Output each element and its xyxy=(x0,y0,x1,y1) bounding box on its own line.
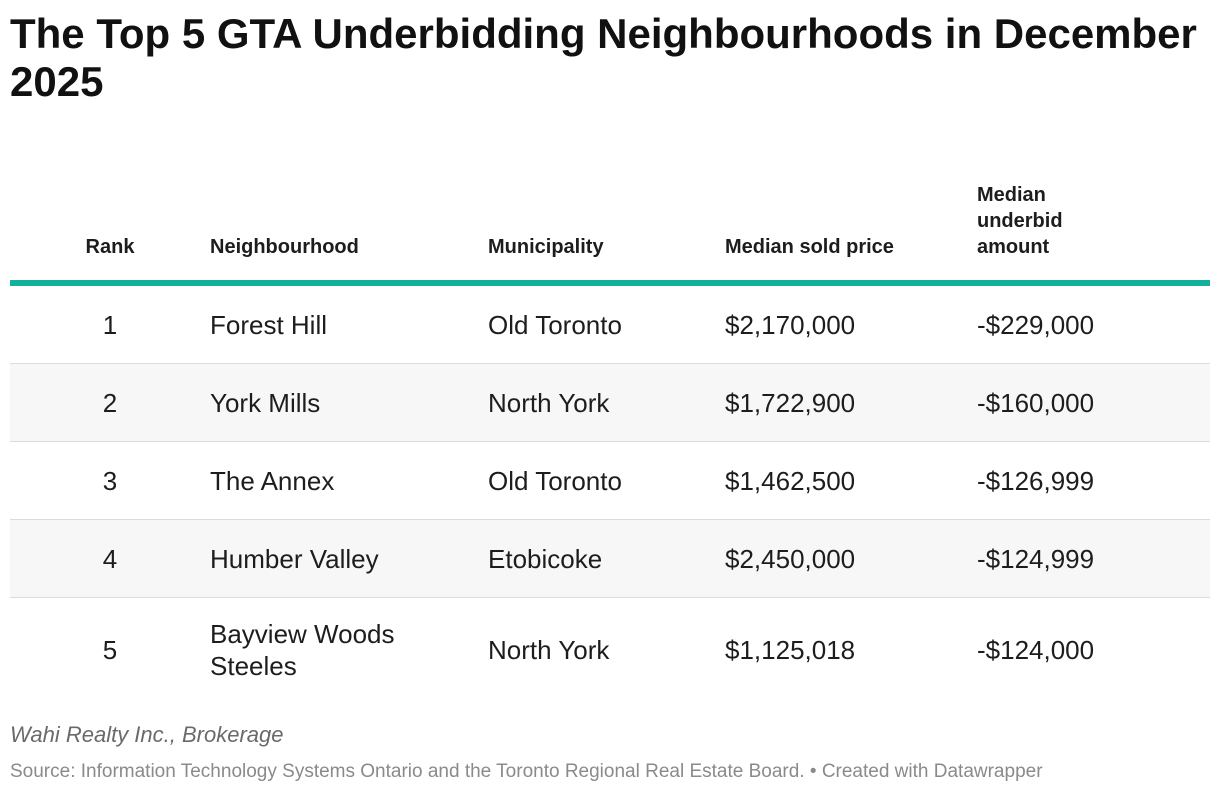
cell-municipality: Old Toronto xyxy=(488,441,725,520)
chart-title: The Top 5 GTA Underbidding Neighbourhood… xyxy=(10,10,1197,105)
cell-median-underbid-amount: -$229,000 xyxy=(977,283,1210,364)
table-row: 4 Humber Valley Etobicoke $2,450,000 -$1… xyxy=(10,519,1210,598)
cell-median-sold-price: $1,722,900 xyxy=(725,363,977,442)
data-table: Rank Neighbourhood Municipality Median s… xyxy=(10,162,1210,702)
column-header-municipality: Municipality xyxy=(488,162,725,286)
cell-median-sold-price: $1,462,500 xyxy=(725,441,977,520)
table-row: 1 Forest Hill Old Toronto $2,170,000 -$2… xyxy=(10,283,1210,364)
cell-neighbourhood: Forest Hill xyxy=(210,283,488,364)
cell-rank: 4 xyxy=(10,519,210,598)
cell-rank: 5 xyxy=(102,635,118,665)
table-header-row: Rank Neighbourhood Municipality Median s… xyxy=(10,162,1210,286)
cell-median-sold-price: $1,125,018 xyxy=(725,635,856,665)
column-header-median-underbid-amount: Median underbid amount xyxy=(977,162,1210,286)
source-separator: • xyxy=(804,761,822,782)
source-text: Source: Information Technology Systems O… xyxy=(10,761,805,782)
cell-neighbourhood: The Annex xyxy=(210,441,488,520)
cell-median-underbid-amount: -$124,999 xyxy=(977,519,1210,598)
table-row: 3 The Annex Old Toronto $1,462,500 -$126… xyxy=(10,441,1210,520)
cell-rank: 3 xyxy=(10,441,210,520)
cell-rank: 2 xyxy=(10,363,210,442)
cell-neighbourhood: Bayview Woods Steeles xyxy=(210,619,395,681)
cell-rank: 1 xyxy=(10,283,210,364)
source-note: Source: Information Technology Systems O… xyxy=(10,761,1043,783)
table-row: 2 York Mills North York $1,722,900 -$160… xyxy=(10,363,1210,442)
column-header-median-sold-price: Median sold price xyxy=(725,162,977,286)
brokerage-note: Wahi Realty Inc., Brokerage xyxy=(10,722,284,747)
cell-median-sold-price: $2,170,000 xyxy=(725,283,977,364)
table-row: 5 Bayview Woods Steeles North York $1,12… xyxy=(10,598,1210,703)
cell-median-underbid-amount: -$160,000 xyxy=(977,363,1210,442)
table-body: 1 Forest Hill Old Toronto $2,170,000 -$2… xyxy=(10,283,1210,702)
cell-median-underbid-amount: -$126,999 xyxy=(977,441,1210,520)
cell-median-sold-price: $2,450,000 xyxy=(725,519,977,598)
cell-median-underbid-amount: -$124,000 xyxy=(977,635,1095,665)
column-header-rank: Rank xyxy=(10,162,210,286)
cell-municipality: Etobicoke xyxy=(488,519,725,598)
cell-neighbourhood: York Mills xyxy=(210,363,488,442)
data-table-container: Rank Neighbourhood Municipality Median s… xyxy=(10,162,1210,702)
cell-municipality: North York xyxy=(488,635,610,665)
cell-municipality: North York xyxy=(488,363,725,442)
datawrapper-credit: Created with Datawrapper xyxy=(821,761,1043,782)
cell-municipality: Old Toronto xyxy=(488,283,725,364)
column-header-neighbourhood: Neighbourhood xyxy=(210,162,488,286)
cell-neighbourhood: Humber Valley xyxy=(210,519,488,598)
